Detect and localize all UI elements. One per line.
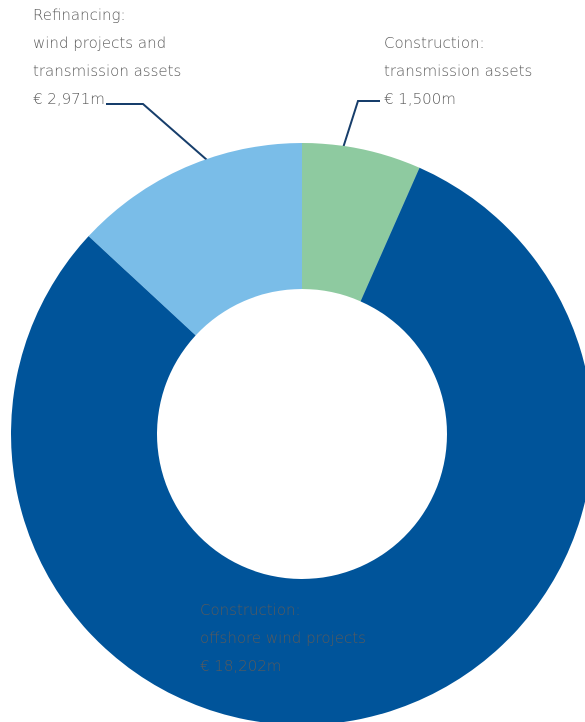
- leader-line: [106, 103, 208, 161]
- donut-segment: [302, 143, 420, 302]
- category-label: Construction:: [384, 34, 485, 52]
- donut-segment: [88, 143, 302, 336]
- category-label: transmission assets: [384, 62, 532, 80]
- category-label: wind projects and: [33, 34, 166, 52]
- category-label: Construction:: [200, 601, 301, 619]
- leader-line: [342, 100, 380, 149]
- donut-segment: [11, 167, 585, 722]
- value-label: € 2,971m: [33, 90, 105, 108]
- category-label: offshore wind projects: [200, 629, 366, 647]
- value-label: € 1,500m: [384, 90, 456, 108]
- value-label: € 18,202m: [200, 657, 281, 675]
- category-label: Refinancing:: [33, 6, 126, 24]
- category-label: transmission assets: [33, 62, 181, 80]
